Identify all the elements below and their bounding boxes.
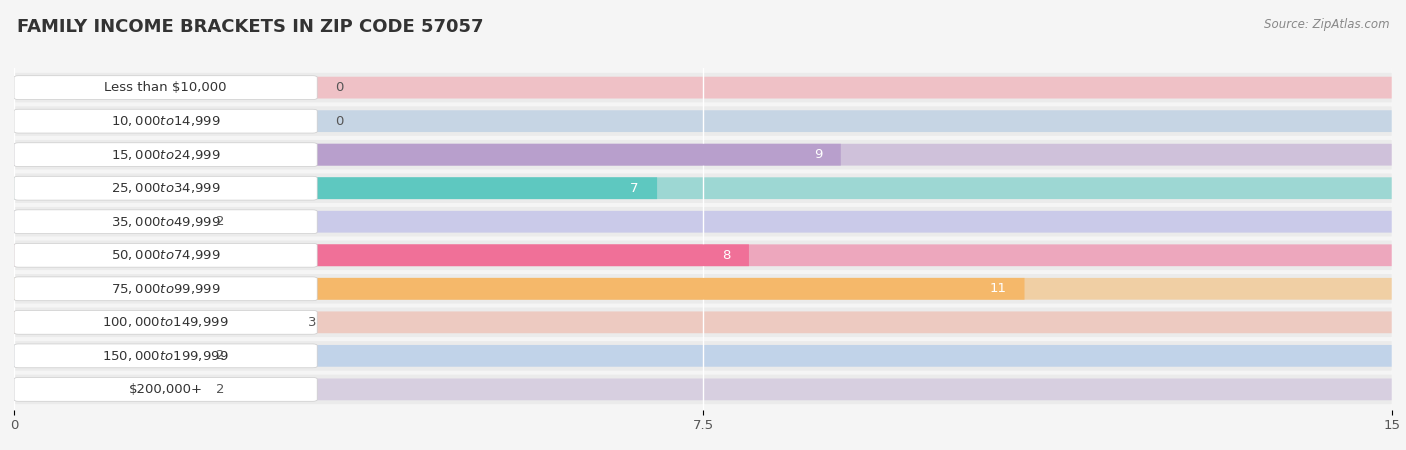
FancyBboxPatch shape — [14, 110, 1392, 132]
Text: 0: 0 — [336, 81, 344, 94]
FancyBboxPatch shape — [14, 176, 318, 200]
Text: $100,000 to $149,999: $100,000 to $149,999 — [103, 315, 229, 329]
Text: $15,000 to $24,999: $15,000 to $24,999 — [111, 148, 221, 162]
FancyBboxPatch shape — [14, 210, 318, 234]
Text: Less than $10,000: Less than $10,000 — [104, 81, 226, 94]
Text: $10,000 to $14,999: $10,000 to $14,999 — [111, 114, 221, 128]
FancyBboxPatch shape — [14, 345, 198, 367]
FancyBboxPatch shape — [14, 378, 1392, 400]
Text: 7: 7 — [630, 182, 638, 195]
Text: $200,000+: $200,000+ — [128, 383, 202, 396]
FancyBboxPatch shape — [14, 211, 198, 233]
Text: $50,000 to $74,999: $50,000 to $74,999 — [111, 248, 221, 262]
FancyBboxPatch shape — [14, 173, 1392, 203]
FancyBboxPatch shape — [14, 144, 1392, 166]
FancyBboxPatch shape — [14, 274, 1392, 304]
FancyBboxPatch shape — [14, 106, 1392, 136]
FancyBboxPatch shape — [14, 378, 198, 400]
Text: 11: 11 — [990, 282, 1007, 295]
FancyBboxPatch shape — [14, 345, 1392, 367]
FancyBboxPatch shape — [14, 278, 1392, 300]
Text: 0: 0 — [336, 115, 344, 128]
Text: $150,000 to $199,999: $150,000 to $199,999 — [103, 349, 229, 363]
FancyBboxPatch shape — [14, 341, 1392, 371]
FancyBboxPatch shape — [14, 243, 318, 267]
Text: Source: ZipAtlas.com: Source: ZipAtlas.com — [1264, 18, 1389, 31]
FancyBboxPatch shape — [14, 277, 318, 301]
FancyBboxPatch shape — [14, 311, 1392, 333]
FancyBboxPatch shape — [14, 244, 1392, 266]
FancyBboxPatch shape — [14, 177, 657, 199]
Text: $35,000 to $49,999: $35,000 to $49,999 — [111, 215, 221, 229]
FancyBboxPatch shape — [14, 375, 1392, 404]
Text: 9: 9 — [814, 148, 823, 161]
Text: $25,000 to $34,999: $25,000 to $34,999 — [111, 181, 221, 195]
FancyBboxPatch shape — [14, 211, 1392, 233]
Text: 2: 2 — [217, 349, 225, 362]
FancyBboxPatch shape — [14, 144, 841, 166]
FancyBboxPatch shape — [14, 344, 318, 368]
FancyBboxPatch shape — [14, 244, 749, 266]
FancyBboxPatch shape — [14, 278, 1025, 300]
FancyBboxPatch shape — [14, 240, 1392, 270]
FancyBboxPatch shape — [14, 76, 318, 99]
FancyBboxPatch shape — [14, 177, 1392, 199]
FancyBboxPatch shape — [14, 207, 1392, 237]
Text: 2: 2 — [217, 215, 225, 228]
FancyBboxPatch shape — [14, 307, 1392, 337]
FancyBboxPatch shape — [14, 143, 318, 166]
Text: $75,000 to $99,999: $75,000 to $99,999 — [111, 282, 221, 296]
FancyBboxPatch shape — [14, 109, 318, 133]
FancyBboxPatch shape — [14, 311, 290, 333]
FancyBboxPatch shape — [14, 378, 318, 401]
FancyBboxPatch shape — [14, 310, 318, 334]
Text: 3: 3 — [308, 316, 316, 329]
FancyBboxPatch shape — [14, 76, 1392, 99]
Text: FAMILY INCOME BRACKETS IN ZIP CODE 57057: FAMILY INCOME BRACKETS IN ZIP CODE 57057 — [17, 18, 484, 36]
Text: 2: 2 — [217, 383, 225, 396]
Text: 8: 8 — [723, 249, 731, 262]
FancyBboxPatch shape — [14, 140, 1392, 170]
FancyBboxPatch shape — [14, 73, 1392, 102]
